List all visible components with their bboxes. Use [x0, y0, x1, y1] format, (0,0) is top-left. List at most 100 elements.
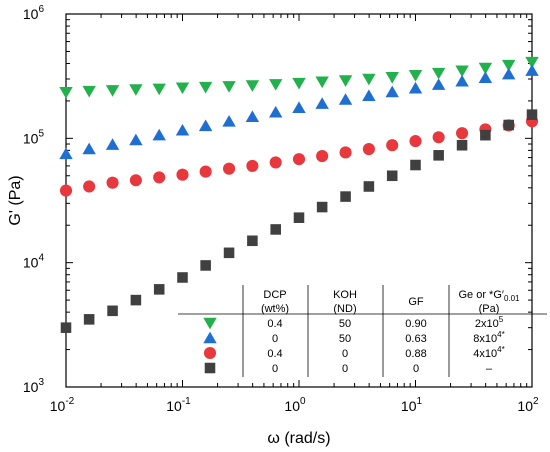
data-point-series-1	[525, 56, 539, 69]
data-point-series-2	[198, 119, 213, 132]
data-point-series-1	[129, 84, 143, 96]
data-point-series-3	[362, 142, 375, 156]
data-point-series-2	[502, 67, 516, 80]
data-point-series-3	[432, 131, 445, 144]
table-cell: 50	[339, 318, 351, 330]
data-point-series-2	[152, 128, 166, 141]
table-cell: 0.4	[267, 348, 282, 360]
data-point-series-1	[431, 67, 446, 80]
table-cell: 0	[342, 363, 348, 375]
inset-table: DCP (wt%) KOH (ND) GF Ge or *G′0.01(Pa) 0.4 50 0…	[178, 285, 547, 377]
axis-ticks	[65, 13, 533, 388]
data-point-series-2	[315, 97, 329, 109]
table-cell: 2x105	[475, 315, 504, 330]
table-header-label: GF	[408, 296, 424, 308]
data-point-series-2	[175, 123, 190, 136]
data-point-series-4	[480, 129, 491, 141]
data-point-series-1	[408, 69, 423, 82]
data-point-series-1	[338, 75, 353, 87]
data-point-series-1	[245, 80, 260, 92]
data-point-series-1	[175, 82, 190, 95]
data-point-series-3	[176, 168, 189, 181]
data-point-series-1	[385, 72, 399, 84]
data-point-series-2	[385, 85, 399, 98]
data-point-series-2	[362, 89, 376, 101]
data-point-series-1	[502, 59, 516, 72]
data-point-series-2	[82, 142, 96, 155]
table-header-label: DCP	[263, 289, 286, 301]
data-point-series-1	[59, 86, 73, 99]
data-point-series-1	[269, 79, 283, 91]
data-point-series-4	[200, 260, 211, 271]
y-tick-label: 104	[23, 253, 45, 271]
data-point-series-4	[83, 314, 95, 325]
table-legend-marker	[203, 331, 217, 344]
data-point-series-4	[130, 294, 142, 306]
table-cell: 50	[339, 333, 351, 345]
data-point-series-1	[198, 81, 213, 94]
table-cell: 4x104*	[473, 345, 504, 360]
table-cell: 0.63	[405, 333, 426, 345]
table-cell: –	[486, 363, 493, 375]
data-point-series-2	[222, 114, 236, 127]
y-axis-title: G' (Pa)	[7, 175, 24, 225]
data-point-series-4	[247, 235, 258, 247]
table-cell: 0	[413, 363, 419, 375]
table-header-label: KOH	[333, 289, 357, 301]
data-point-series-3	[292, 153, 306, 166]
data-point-series-3	[269, 156, 282, 169]
data-point-series-4	[316, 201, 328, 213]
x-tick-label: 10-1	[166, 396, 191, 414]
data-point-series-2	[59, 147, 73, 160]
data-point-series-2	[431, 78, 446, 90]
data-point-series-3	[409, 135, 422, 148]
data-point-series-2	[338, 93, 353, 105]
data-point-series-3	[199, 165, 212, 178]
data-point-series-3	[129, 174, 142, 187]
y-tick-label: 105	[23, 128, 45, 146]
x-tick-label: 101	[401, 396, 423, 414]
data-point-series-1	[105, 85, 120, 97]
data-point-series-1	[315, 76, 329, 89]
y-tick-label: 103	[23, 377, 45, 395]
table-header-unit: (Pa)	[479, 303, 500, 315]
data-point-series-3	[106, 176, 119, 189]
data-point-series-4	[153, 284, 165, 295]
table-cell: 0	[272, 363, 278, 375]
data-point-series-3	[316, 150, 329, 163]
data-point-series-3	[386, 139, 399, 152]
data-point-series-4	[60, 322, 72, 333]
data-point-series-1	[455, 65, 469, 78]
table-cell: 0.90	[405, 318, 426, 330]
x-tick-label: 102	[517, 396, 539, 414]
data-point-series-4	[433, 150, 444, 161]
x-tick-label: 100	[284, 396, 306, 414]
data-point-series-1	[152, 83, 166, 96]
data-point-series-3	[83, 180, 96, 193]
data-point-series-4	[340, 191, 351, 202]
table-header-unit: (ND)	[333, 303, 356, 315]
data-point-series-2	[525, 64, 539, 76]
data-point-series-1	[362, 73, 376, 86]
data-point-series-3	[456, 127, 469, 140]
data-point-series-4	[293, 212, 305, 223]
data-markers	[59, 56, 539, 333]
data-point-series-4	[107, 305, 118, 317]
data-point-series-1	[82, 85, 96, 98]
data-point-series-4	[456, 139, 468, 151]
table-cell: 8x104*	[473, 330, 504, 345]
data-point-series-4	[503, 119, 514, 131]
y-tick-label: 106	[23, 4, 45, 22]
data-point-series-1	[478, 62, 493, 75]
table-legend-marker	[203, 317, 217, 330]
data-point-series-1	[292, 77, 306, 90]
data-point-series-2	[245, 110, 260, 123]
data-point-series-4	[526, 109, 538, 120]
data-point-series-2	[408, 81, 423, 94]
data-point-series-1	[222, 81, 236, 93]
data-point-series-3	[339, 146, 352, 159]
table-legend-marker	[203, 346, 217, 360]
table-cell: 0	[342, 348, 348, 360]
table-header-unit: (wt%)	[261, 303, 289, 315]
data-point-series-3	[223, 162, 236, 175]
